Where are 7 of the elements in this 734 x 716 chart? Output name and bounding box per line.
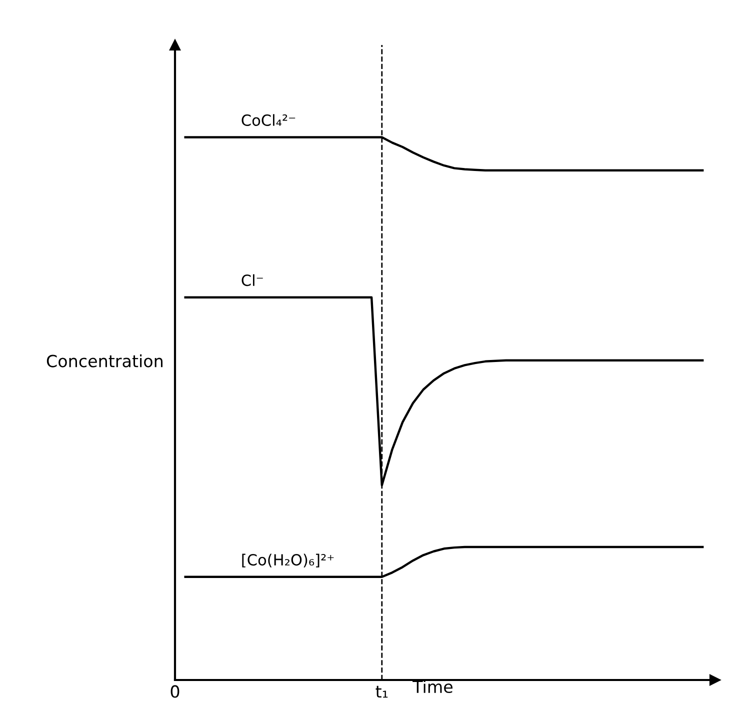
series-label: Cl⁻	[242, 274, 263, 286]
series-label: CoCl₄²⁻	[242, 114, 296, 126]
x-axis-title: Time	[412, 680, 452, 694]
series-label: [Co(H₂O)₆]²⁺	[242, 554, 334, 568]
y-axis-title: Concentration	[46, 354, 162, 368]
x-tick-label: t₁	[376, 686, 388, 698]
x-tick-label: 0	[170, 685, 180, 698]
